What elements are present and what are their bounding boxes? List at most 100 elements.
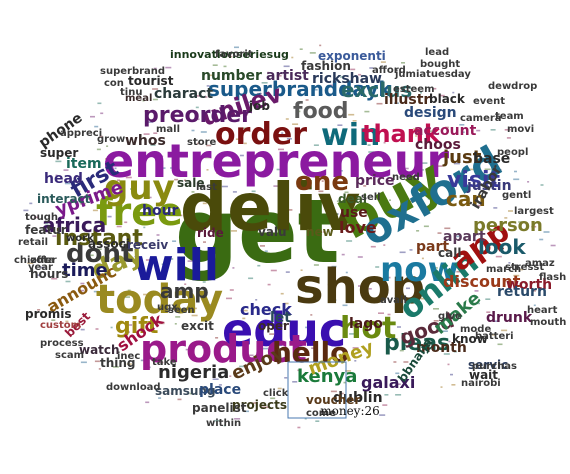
word-appreci[interactable]: appreci [60, 128, 102, 139]
word-mouth[interactable]: mouth [530, 317, 566, 328]
word-artist[interactable]: artist [266, 68, 309, 84]
word-year[interactable]: year [28, 262, 53, 273]
word-gift[interactable]: gift [115, 314, 159, 339]
word-head[interactable]: head [44, 171, 83, 187]
word-hot[interactable]: hot [340, 311, 396, 346]
word-movi[interactable]: movi [507, 124, 534, 135]
word-price[interactable]: price [355, 173, 395, 189]
word-hello[interactable]: hello [272, 336, 349, 369]
word-place[interactable]: place [199, 382, 241, 398]
word-thing[interactable]: thing [100, 356, 136, 370]
word-ugx[interactable]: ugx [157, 302, 178, 313]
word-new[interactable]: new [306, 225, 334, 239]
word-justin[interactable]: justin [466, 178, 512, 194]
word-worth[interactable]: worth [506, 277, 552, 293]
word-exclus[interactable]: exclus [341, 78, 412, 102]
word-month[interactable]: month [416, 340, 467, 356]
word-ride[interactable]: ride [197, 226, 224, 240]
word-account[interactable]: account [414, 123, 477, 139]
word-look[interactable]: look [478, 235, 526, 259]
word-favorit[interactable]: favorit [215, 49, 253, 60]
word-amaz[interactable]: amaz [525, 258, 555, 269]
word-galaxi[interactable]: galaxi [361, 373, 415, 392]
word-know[interactable]: know [452, 332, 488, 346]
word-click[interactable]: click [263, 388, 289, 399]
word-lead[interactable]: lead [425, 47, 449, 58]
word-lago[interactable]: lago [349, 316, 383, 332]
word-deliv[interactable]: deliv [180, 169, 360, 246]
word-servic[interactable]: servic [468, 358, 508, 372]
word-charact[interactable]: charact [154, 86, 213, 102]
word-illustr[interactable]: illustr [384, 92, 430, 108]
word-tough[interactable]: tough [25, 212, 58, 223]
word-download[interactable]: download [106, 382, 161, 393]
word-nairobi[interactable]: nairobi [461, 378, 501, 389]
word-batteri[interactable]: batteri [475, 331, 514, 342]
word-love[interactable]: love [339, 218, 377, 237]
word-interact[interactable]: interact [37, 192, 91, 206]
word-process[interactable]: process [40, 338, 84, 349]
word-flash[interactable]: flash [539, 272, 566, 283]
word-seen[interactable]: seen [168, 305, 195, 316]
word-nigeria[interactable]: nigeria [158, 362, 229, 383]
word-dewdrop[interactable]: dewdrop [488, 81, 537, 92]
word-food[interactable]: food [293, 99, 349, 124]
word-now[interactable]: now [380, 250, 459, 290]
word-come[interactable]: come [306, 408, 336, 419]
word-entrepreneur[interactable]: entrepreneur [103, 134, 449, 188]
word-wait[interactable]: wait [469, 368, 498, 382]
word-peopl[interactable]: peopl [497, 147, 528, 158]
word-need[interactable]: need [392, 172, 420, 183]
word-sell[interactable]: sell [361, 192, 381, 203]
word-afford[interactable]: afford [372, 65, 406, 76]
word-superbrand[interactable]: superbrand [100, 66, 165, 77]
word-drunk[interactable]: drunk [486, 310, 533, 326]
word-superbranddayk[interactable]: superbranddayk [208, 77, 392, 101]
word-esteem[interactable]: esteem [393, 84, 435, 95]
word-today[interactable]: today [96, 277, 223, 323]
word-purchas[interactable]: purchas [472, 361, 517, 372]
word-africa[interactable]: africa [42, 213, 106, 237]
word-receiv[interactable]: receiv [127, 238, 168, 252]
word-last[interactable]: last [196, 182, 217, 193]
word-whos[interactable]: whos [125, 133, 166, 149]
word-gentl[interactable]: gentl [502, 190, 531, 201]
word-chizota[interactable]: chizota [14, 255, 55, 266]
word-retail[interactable]: retail [18, 237, 48, 248]
word-samsung[interactable]: samsung [155, 384, 216, 398]
word-associ[interactable]: associ [88, 237, 130, 251]
word-thank[interactable]: thank [362, 120, 441, 148]
word-rickshaw[interactable]: rickshaw [312, 71, 382, 87]
word-check[interactable]: check [240, 300, 292, 319]
word-tinu[interactable]: tinu [120, 87, 142, 98]
word-black[interactable]: black [429, 92, 466, 106]
word-event[interactable]: event [473, 96, 505, 107]
word-deal[interactable]: deal [338, 192, 367, 206]
word-win[interactable]: win [321, 118, 380, 153]
word-scam[interactable]: scam [55, 350, 84, 361]
word-tourist[interactable]: tourist [128, 74, 174, 88]
word-panelist[interactable]: panelist [192, 401, 247, 415]
word-visit[interactable]: visit [447, 168, 501, 193]
word-featur[interactable]: featur [25, 223, 67, 237]
word-mall[interactable]: mall [156, 124, 180, 135]
word-get[interactable]: get [175, 180, 340, 283]
word-bought[interactable]: bought [420, 59, 460, 70]
word-hour[interactable]: hour [142, 203, 179, 219]
word-guy[interactable]: guy [104, 168, 175, 208]
word-design[interactable]: design [404, 105, 457, 121]
word-hours[interactable]: hours [30, 267, 68, 281]
word-choos[interactable]: choos [415, 137, 461, 153]
word-let[interactable]: let [270, 310, 291, 326]
word-shop[interactable]: shop [295, 259, 425, 315]
word-order[interactable]: order [215, 117, 307, 152]
word-job[interactable]: job [248, 99, 270, 113]
word-item[interactable]: item [66, 156, 102, 172]
word-educ[interactable]: educ [222, 303, 346, 357]
word-work[interactable]: work [66, 233, 94, 244]
word-discount[interactable]: discount [443, 272, 521, 291]
word-avail[interactable]: avail [380, 295, 407, 306]
word-fashion[interactable]: fashion [301, 59, 351, 73]
word-time[interactable]: time [62, 260, 108, 281]
word-just[interactable]: just [442, 147, 482, 168]
